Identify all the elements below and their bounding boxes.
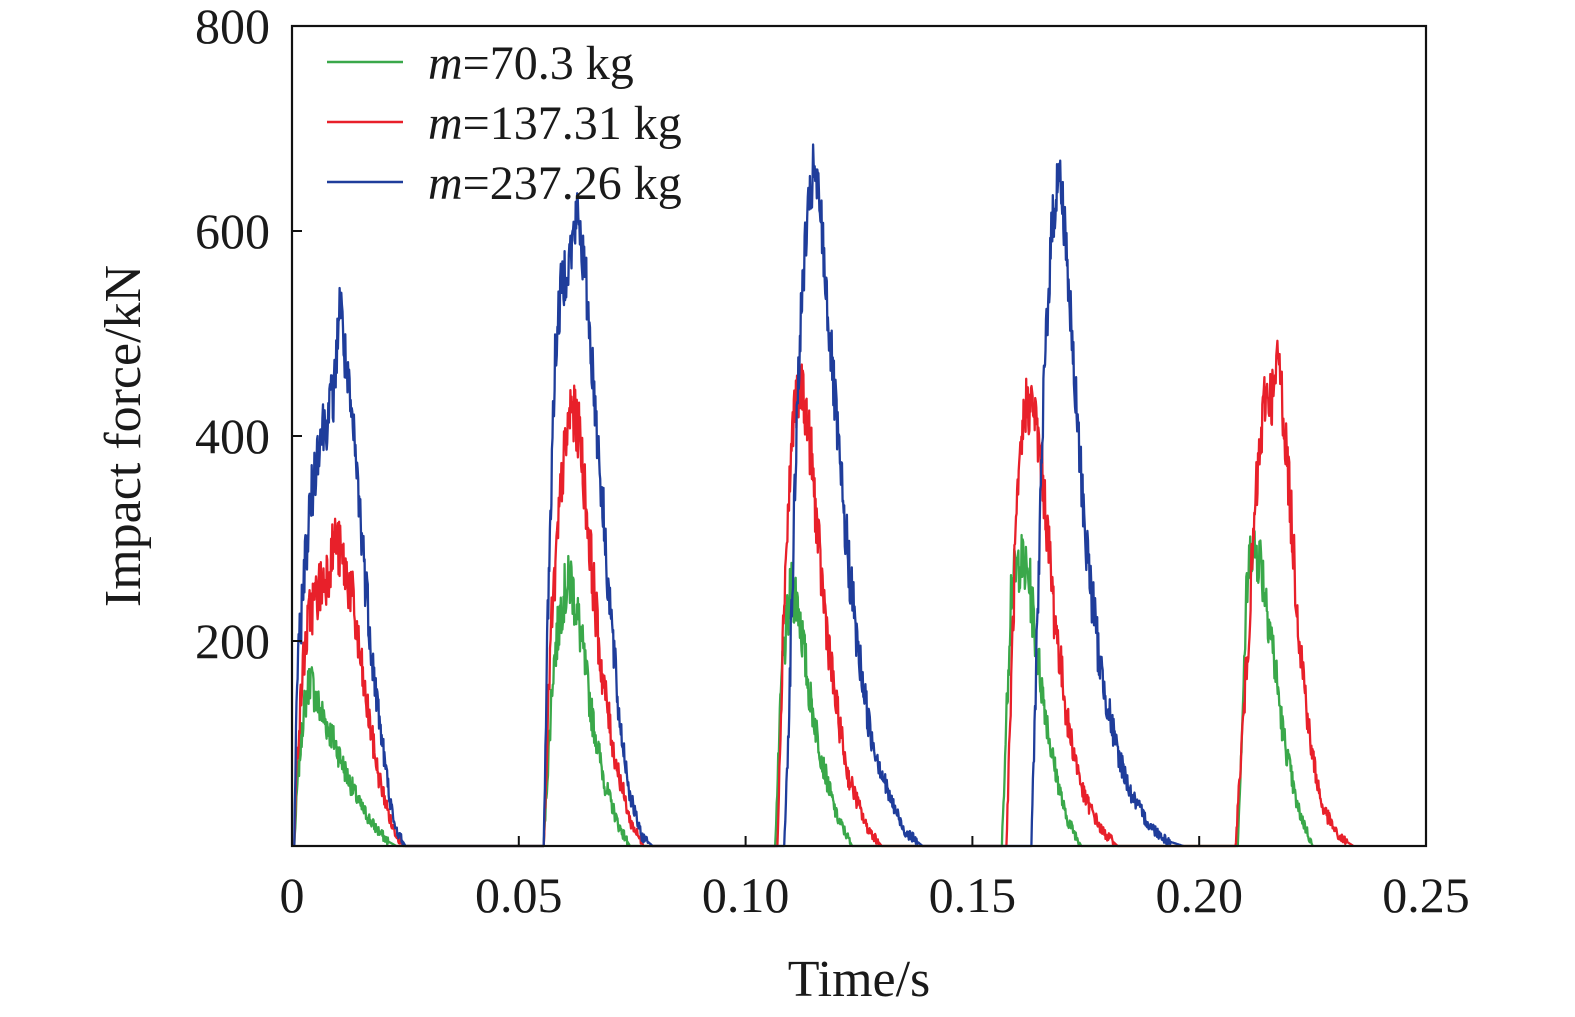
x-tick-label: 0	[280, 867, 305, 923]
x-tick-label: 0.25	[1382, 867, 1470, 923]
x-axis-label: Time/s	[788, 951, 931, 1008]
legend: m=70.3 kg m=137.31 kg m=237.26 kg	[327, 37, 682, 210]
series-line-1	[293, 529, 1314, 848]
series-layer	[293, 143, 1355, 848]
y-tick-label: 400	[195, 408, 270, 464]
x-tick-label: 0.15	[929, 867, 1017, 923]
x-tick-label: 0.10	[702, 867, 790, 923]
legend-label-3: m=237.26 kg	[428, 157, 682, 210]
x-tick-label: 0.05	[475, 867, 563, 923]
y-tick-label: 200	[195, 613, 270, 669]
y-tick-label: 800	[195, 0, 270, 54]
y-tick-label: 600	[195, 203, 270, 259]
tick-layer: 0 0.05 0.10 0.15 0.20 0.25 200 400 600 800	[195, 0, 1470, 923]
legend-label-1: m=70.3 kg	[428, 37, 634, 90]
y-axis-label: Impact force/kN	[95, 265, 152, 607]
x-tick-label: 0.20	[1155, 867, 1243, 923]
legend-label-2: m=137.31 kg	[428, 97, 682, 150]
